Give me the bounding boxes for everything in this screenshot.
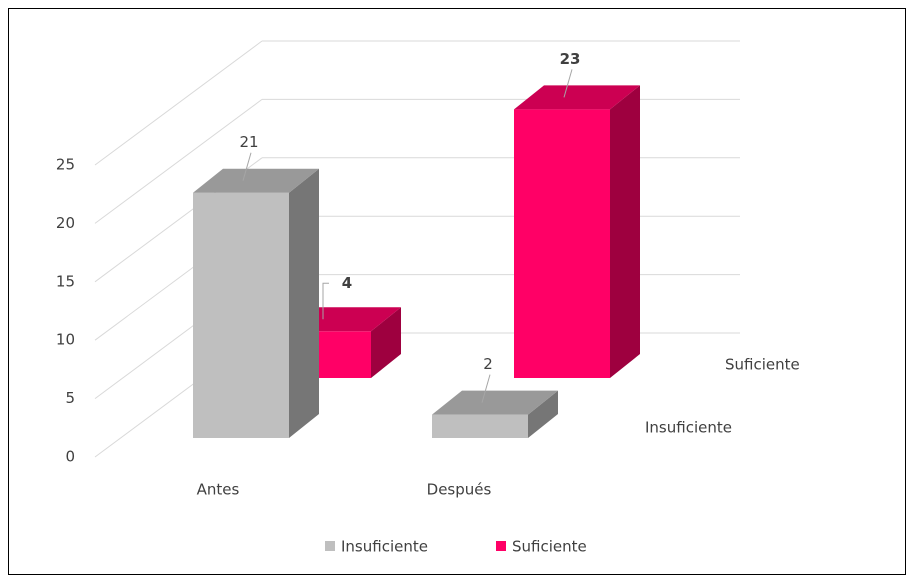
leader-line [322, 282, 329, 320]
value-label: 4 [342, 274, 352, 292]
bar-front [193, 192, 289, 438]
bar-top [432, 390, 558, 415]
y-tick-label: 15 [56, 272, 75, 290]
chart-border [8, 8, 906, 575]
grid-line [94, 98, 263, 224]
leader-line [242, 152, 252, 181]
bar-side [289, 168, 319, 438]
bar-side [610, 85, 640, 379]
value-label: 23 [560, 50, 581, 68]
y-tick-label: 0 [65, 448, 75, 466]
bar-side [371, 307, 401, 378]
legend-label: Suficiente [512, 538, 587, 556]
bar-front [432, 414, 528, 438]
value-label: 21 [239, 133, 258, 151]
x-tick-label: Antes [197, 481, 240, 499]
legend-label: Insuficiente [341, 538, 428, 556]
bar-front [514, 109, 610, 379]
x-tick-label: Después [427, 481, 492, 499]
depth-label: Insuficiente [645, 419, 732, 437]
legend-swatch [325, 541, 335, 551]
y-tick-label: 20 [56, 214, 75, 232]
leader-line [563, 69, 573, 98]
bar-top [193, 168, 319, 193]
bar-top [514, 85, 640, 110]
leader-line [481, 374, 491, 403]
bar-side [528, 390, 558, 438]
y-tick-label: 5 [65, 389, 75, 407]
value-label: 2 [483, 355, 493, 373]
y-tick-label: 10 [56, 331, 75, 349]
depth-label: Suficiente [725, 356, 800, 374]
y-tick-label: 25 [56, 156, 75, 174]
legend-swatch [496, 541, 506, 551]
grid-line [94, 40, 263, 166]
